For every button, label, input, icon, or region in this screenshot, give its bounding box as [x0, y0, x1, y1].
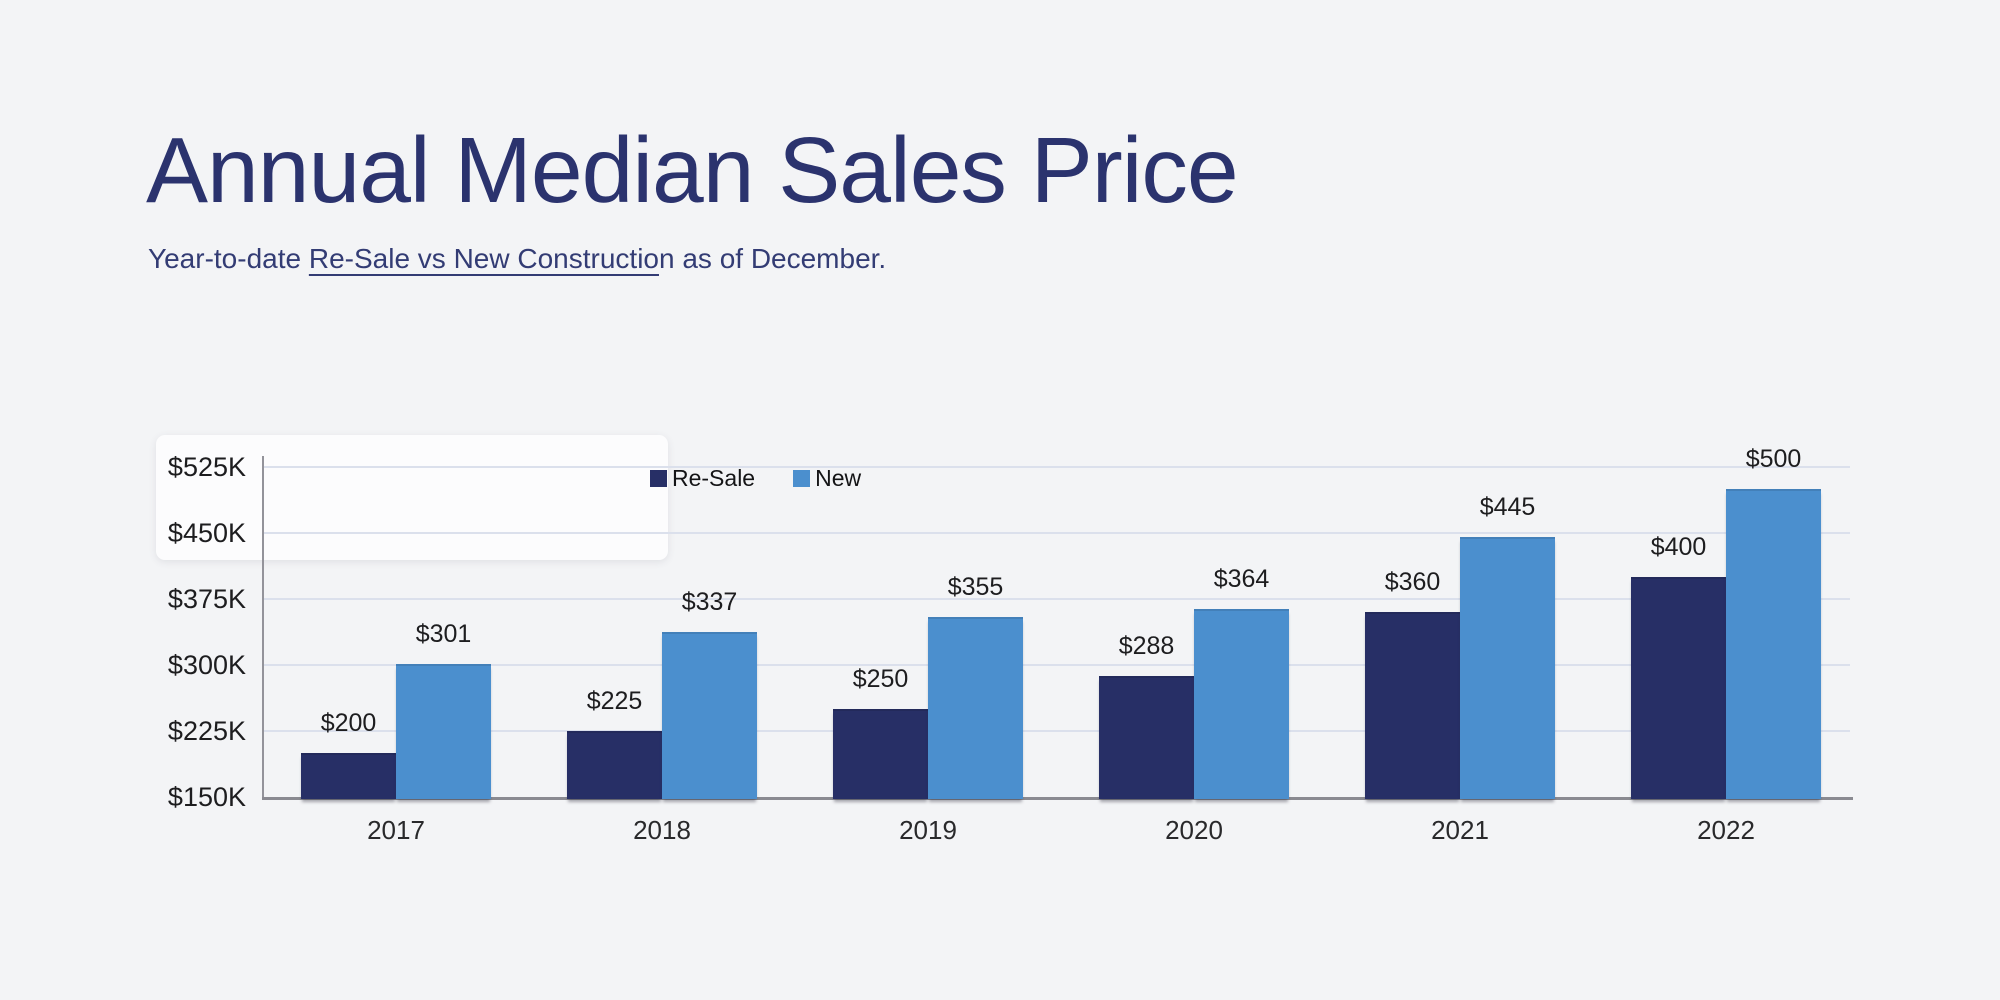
legend-swatch [650, 470, 667, 487]
bar-re-sale [301, 753, 396, 799]
grid-line [263, 532, 1850, 534]
legend-item: Re-Sale [650, 465, 755, 492]
y-tick-label: $225K [167, 716, 246, 746]
legend-label: Re-Sale [672, 465, 756, 491]
x-axis-line [262, 797, 1853, 800]
legend-label: New [815, 465, 862, 491]
bar-new [928, 616, 1023, 799]
x-tick-label: 2022 [1697, 815, 1755, 845]
bar-re-sale [833, 709, 928, 799]
legend-item: New [793, 465, 861, 492]
bar-new [1726, 489, 1821, 799]
bar-value-label: $500 [1745, 445, 1802, 473]
bar-new [1460, 537, 1555, 799]
bar-value-label: $200 [320, 709, 377, 737]
grid-line [263, 730, 1850, 732]
bar-re-sale [1099, 675, 1194, 799]
x-tick-label: 2021 [1431, 815, 1489, 845]
x-tick-label: 2020 [1165, 815, 1223, 845]
bar-value-label: $301 [415, 620, 472, 649]
subtitle-link[interactable]: Re-Sale vs New Constructio [308, 243, 659, 274]
y-axis-line [262, 456, 264, 799]
grid-line [263, 664, 1850, 666]
x-tick-label: 2019 [899, 815, 957, 845]
subtitle-suffix: n as of December. [658, 243, 887, 274]
page-subtitle: Year-to-date Re-Sale vs New Construction… [148, 243, 886, 275]
bar-value-label: $360 [1384, 568, 1441, 597]
bar-value-label: $400 [1650, 533, 1707, 561]
y-tick-label: $450K [167, 518, 246, 548]
page-title: Annual Median Sales Price [146, 118, 1239, 222]
bar-value-label: $364 [1213, 564, 1270, 593]
bar-re-sale [567, 731, 662, 799]
x-tick-label: 2017 [367, 815, 425, 845]
subtitle-prefix: Year-to-date [148, 243, 309, 274]
x-tick-label: 2018 [633, 815, 691, 845]
bar-re-sale [1365, 612, 1460, 799]
y-tick-label: $525K [167, 452, 246, 482]
grid-line [263, 598, 1850, 600]
legend-swatch [793, 470, 811, 487]
bar-value-label: $337 [681, 588, 738, 617]
bar-value-label: $225 [586, 687, 643, 715]
bar-value-label: $250 [852, 665, 909, 693]
y-tick-label: $375K [167, 584, 246, 614]
bar-new [1194, 608, 1289, 799]
bar-value-label: $288 [1118, 631, 1175, 660]
highlight-panel [156, 435, 668, 560]
bar-new [396, 664, 491, 799]
y-tick-label: $150K [167, 782, 246, 812]
bar-value-label: $445 [1479, 493, 1536, 522]
bar-new [662, 632, 757, 799]
bar-re-sale [1631, 577, 1726, 799]
chart-legend: Re-Sale New [650, 465, 861, 492]
bar-value-label: $355 [947, 572, 1004, 601]
grid-line [263, 466, 1850, 468]
y-tick-label: $300K [167, 650, 246, 680]
